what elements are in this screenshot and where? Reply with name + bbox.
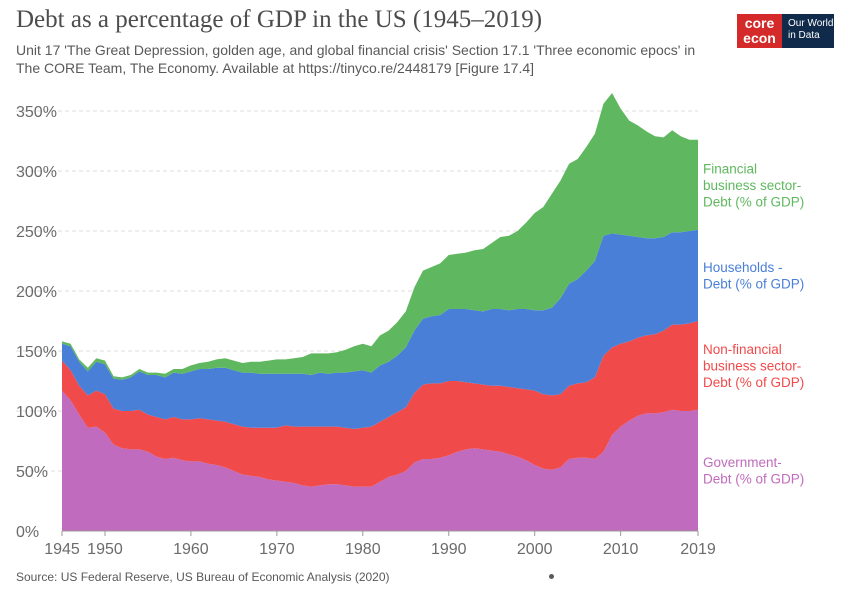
area-government — [62, 390, 698, 531]
y-tick-label: 350% — [16, 104, 57, 121]
series-label-line: Debt (% of GDP) — [703, 375, 804, 390]
series-label-line: business sector- — [703, 358, 801, 373]
x-tick-label: 2010 — [603, 541, 639, 558]
logo-econ-text: econ — [743, 30, 776, 46]
x-tick-label: 1960 — [173, 541, 209, 558]
x-tick-label: 1945 — [44, 541, 80, 558]
source-note: Source: US Federal Reserve, US Bureau of… — [16, 570, 390, 584]
chart-subtitle: Unit 17 'The Great Depression, golden ag… — [16, 42, 696, 76]
x-tick-label: 2000 — [517, 541, 553, 558]
logo-owid-line2: in Data — [788, 30, 820, 41]
series-label-line: Households - — [703, 260, 783, 275]
area-households — [62, 229, 698, 429]
series-label-nonfinancial: Non-financial business sector- Debt (% of … — [703, 342, 804, 390]
y-tick-label: 100% — [16, 404, 57, 421]
x-tick-label: 1970 — [259, 541, 295, 558]
our-world-in-data-logo: Our World in Data — [782, 14, 834, 48]
y-tick-label: 50% — [16, 464, 48, 481]
core-owid-logo[interactable]: core econ Our World in Data — [737, 14, 834, 48]
area-financial — [62, 93, 698, 380]
chart-title: Debt as a percentage of GDP in the US (1… — [16, 6, 543, 33]
logo-owid-line1: Our World — [788, 18, 834, 29]
y-tick-label: 150% — [16, 344, 57, 361]
series-label-financial: Financial business sector-Debt (% of GDP) — [703, 161, 804, 209]
series-label-line: Non-financial — [703, 342, 782, 357]
series-label-line: Debt (% of GDP) — [703, 277, 804, 292]
x-tick-label: 1950 — [87, 541, 123, 558]
core-econ-logo: core econ — [737, 14, 782, 48]
y-tick-label: 200% — [16, 284, 57, 301]
series-label-line: Financial — [703, 161, 757, 176]
series-label-line: Government- — [703, 455, 782, 470]
series-label-line: business sector- — [703, 178, 801, 193]
area-nonfinancial — [62, 321, 698, 487]
series-label-households: Households - Debt (% of GDP) — [703, 260, 804, 292]
x-tick-label: 1990 — [431, 541, 467, 558]
logo-core-text: core — [744, 15, 775, 31]
y-tick-label: 250% — [16, 224, 57, 241]
x-tick-label: 1980 — [345, 541, 381, 558]
series-label-line: Debt (% of GDP) — [703, 194, 804, 209]
y-tick-label: 0% — [16, 524, 39, 541]
series-label-line: Debt (% of GDP) — [703, 472, 804, 487]
page-indicator-dot[interactable] — [549, 574, 554, 579]
y-tick-label: 300% — [16, 164, 57, 181]
series-label-government: Government- Debt (% of GDP) — [703, 455, 804, 487]
x-tick-label: 2019 — [680, 541, 716, 558]
